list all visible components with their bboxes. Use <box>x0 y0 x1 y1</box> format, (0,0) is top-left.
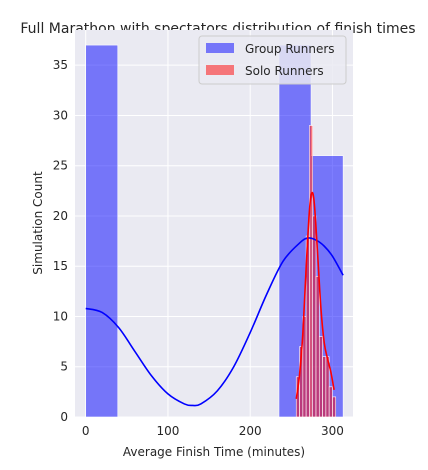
y-tick-label: 25 <box>53 159 68 173</box>
kde-lines <box>85 191 344 407</box>
x-axis-label: Average Finish Time (minutes) <box>123 445 305 459</box>
legend: Group Runners Solo Runners <box>198 35 347 85</box>
solo-runners-bars <box>295 125 337 418</box>
y-tick-label: 15 <box>53 259 68 273</box>
legend-swatch-group <box>206 43 234 53</box>
solo-histogram-bar <box>315 275 320 418</box>
solo-histogram-bar <box>332 396 337 418</box>
solo-histogram-bar <box>318 336 323 418</box>
y-tick-label: 5 <box>60 360 68 374</box>
solo-histogram-bar <box>312 215 317 418</box>
y-tick-label: 0 <box>60 410 68 424</box>
x-tick-label: 0 <box>82 424 90 438</box>
y-tick-label: 10 <box>53 309 68 323</box>
legend-label-solo: Solo Runners <box>245 64 324 78</box>
x-tick-label: 100 <box>156 424 179 438</box>
y-axis-label: Simulation Count <box>31 171 45 275</box>
y-tick-labels: 0 5 10 15 20 25 30 35 <box>53 58 68 424</box>
solo-histogram-bar <box>322 356 327 418</box>
group-histogram-bar <box>85 44 119 418</box>
solo-kde-line <box>295 191 335 400</box>
solo-histogram-bar <box>328 386 333 418</box>
x-tick-labels: 0 100 200 300 <box>82 424 344 438</box>
legend-swatch-solo <box>206 65 234 75</box>
y-tick-label: 35 <box>53 58 68 72</box>
solo-histogram-bar <box>309 125 313 418</box>
legend-frame <box>198 35 347 85</box>
legend-label-group: Group Runners <box>245 42 335 56</box>
y-tick-label: 20 <box>53 209 68 223</box>
x-tick-label: 200 <box>239 424 262 438</box>
group-kde-line <box>85 237 344 407</box>
x-tick-label: 300 <box>321 424 344 438</box>
y-tick-label: 30 <box>53 108 68 122</box>
